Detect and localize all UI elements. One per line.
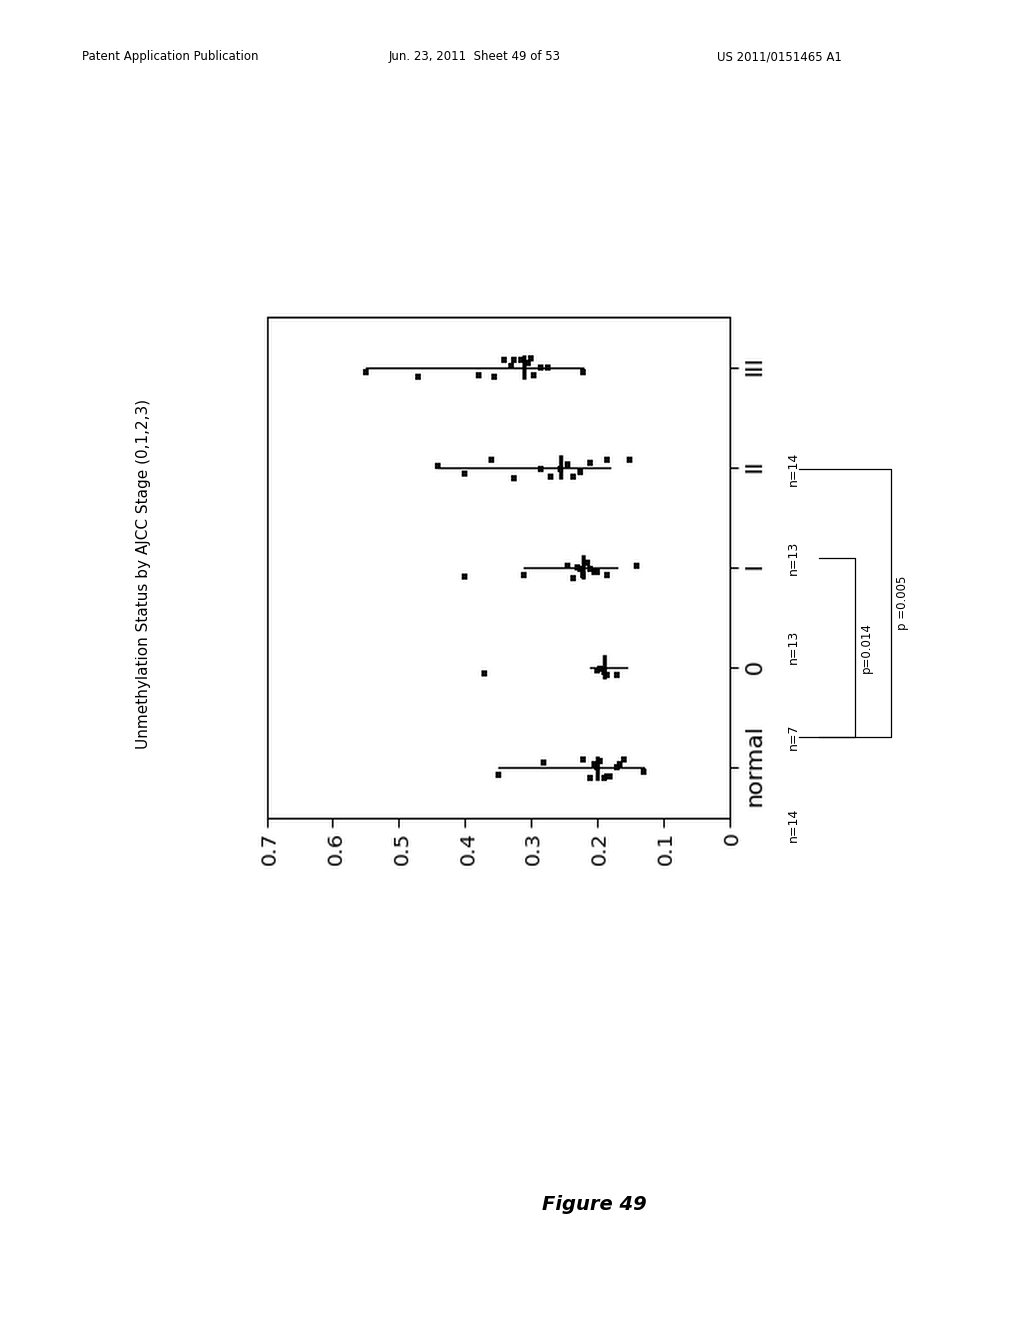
Text: Jun. 23, 2011  Sheet 49 of 53: Jun. 23, 2011 Sheet 49 of 53 xyxy=(389,50,561,63)
Text: n=14: n=14 xyxy=(787,451,800,486)
Text: Unmethylation Status by AJCC Stage (0,1,2,3): Unmethylation Status by AJCC Stage (0,1,… xyxy=(136,399,151,750)
Text: p=0.014: p=0.014 xyxy=(860,622,873,673)
Text: Figure 49: Figure 49 xyxy=(542,1195,646,1213)
Text: Patent Application Publication: Patent Application Publication xyxy=(82,50,258,63)
Text: n=7: n=7 xyxy=(787,723,800,750)
Text: p =0.005: p =0.005 xyxy=(896,576,909,630)
Text: US 2011/0151465 A1: US 2011/0151465 A1 xyxy=(717,50,842,63)
Text: n=14: n=14 xyxy=(787,808,800,842)
Text: n=13: n=13 xyxy=(787,630,800,664)
Text: n=13: n=13 xyxy=(787,541,800,576)
